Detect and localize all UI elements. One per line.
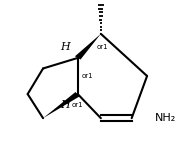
Text: NH₂: NH₂	[155, 113, 176, 123]
Text: or1: or1	[82, 73, 93, 79]
Text: or1: or1	[72, 102, 84, 108]
Polygon shape	[75, 34, 101, 60]
Text: or1: or1	[97, 44, 109, 50]
Text: H: H	[60, 42, 70, 52]
Polygon shape	[43, 92, 80, 118]
Text: H: H	[60, 100, 70, 110]
